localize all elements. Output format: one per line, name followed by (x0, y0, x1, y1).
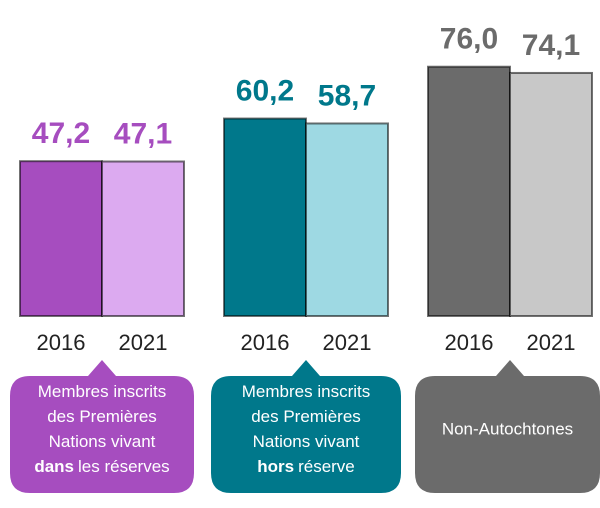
callout-text: Membres inscrits (242, 382, 370, 401)
year-label: 2016 (445, 330, 494, 355)
emphasis: hors (257, 457, 294, 476)
callout-text: Non-Autochtones (442, 420, 573, 439)
callout-text: hors réserve (257, 457, 355, 476)
callout-text: Nations vivant (253, 432, 360, 451)
callout-text-end: réserve (298, 457, 355, 476)
value-label: 74,1 (522, 29, 580, 62)
value-label: 60,2 (236, 75, 294, 108)
emphasis: dans (34, 457, 74, 476)
bar (305, 122, 389, 317)
value-label: 47,1 (114, 118, 172, 151)
year-label: 2021 (119, 330, 168, 355)
callout (211, 360, 401, 493)
callout-text-end: les réserves (78, 457, 170, 476)
callout (415, 360, 600, 493)
year-label: 2016 (37, 330, 86, 355)
value-label: 76,0 (440, 23, 498, 56)
year-label: 2021 (323, 330, 372, 355)
callout (10, 360, 194, 493)
callout-text: Membres inscrits (38, 382, 166, 401)
bar (427, 65, 511, 317)
callout-text: dans les réserves (34, 457, 169, 476)
year-label: 2016 (241, 330, 290, 355)
callout-text: des Premières (47, 407, 157, 426)
value-label: 47,2 (32, 117, 90, 150)
bar (223, 117, 307, 317)
bar (101, 160, 185, 317)
callout-text: des Premières (251, 407, 361, 426)
bar (19, 160, 103, 317)
value-label: 58,7 (318, 79, 376, 112)
year-label: 2021 (527, 330, 576, 355)
callout-text: Nations vivant (49, 432, 156, 451)
bar (509, 71, 593, 318)
